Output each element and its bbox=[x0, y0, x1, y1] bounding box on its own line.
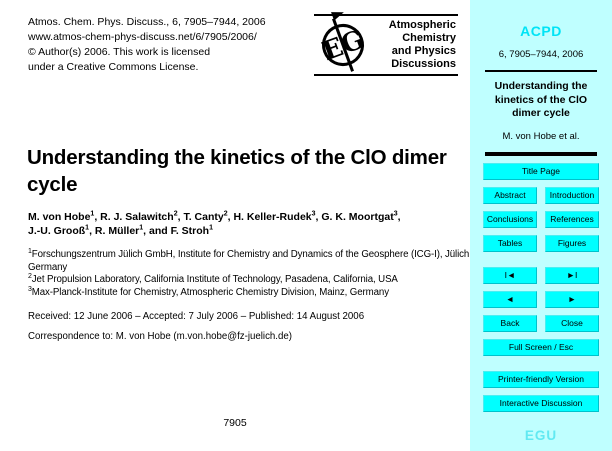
sidebar-button-row: Interactive Discussion bbox=[483, 394, 599, 412]
back-button[interactable]: Back bbox=[483, 314, 537, 332]
first-page-button[interactable]: I◄ bbox=[483, 266, 537, 284]
author-line: M. von Hobe1, R. J. Salawitch2, T. Canty… bbox=[28, 210, 401, 224]
navigation-sidebar: ACPD 6, 7905–7944, 2006 Understanding th… bbox=[470, 0, 612, 451]
previous-page-button[interactable]: ◄ bbox=[483, 290, 537, 308]
interactive-discussion-button[interactable]: Interactive Discussion bbox=[483, 394, 599, 412]
sidebar-button-panel: Title Page Abstract Introduction Conclusion… bbox=[470, 162, 612, 412]
author-list: M. von Hobe1, R. J. Salawitch2, T. Canty… bbox=[28, 210, 468, 238]
sidebar-button-row: Tables Figures bbox=[483, 234, 599, 252]
abstract-button[interactable]: Abstract bbox=[483, 186, 537, 204]
paper-title: Understanding the kinetics of the ClO di… bbox=[27, 146, 447, 196]
sidebar-divider-thick bbox=[485, 151, 597, 156]
sidebar-button-row: I◄ ►I bbox=[483, 266, 599, 284]
sidebar-button-row: Back Close bbox=[483, 314, 599, 332]
sidebar-paper-title: Understanding the kinetics of the ClO di… bbox=[494, 80, 588, 119]
egu-globe-logo: EG bbox=[318, 12, 368, 72]
next-page-button[interactable]: ► bbox=[545, 290, 599, 308]
journal-name: Atmospheric Chemistry and Physics Discus… bbox=[389, 19, 456, 71]
sidebar-button-row: ◄ ► bbox=[483, 290, 599, 308]
journal-name-line: Atmospheric bbox=[388, 19, 456, 31]
journal-citation-line: Atmos. Chem. Phys. Discuss., 6, 7905–794… bbox=[28, 16, 266, 28]
received-dates: Received: 12 June 2006 – Accepted: 7 Jul… bbox=[28, 311, 365, 322]
journal-name-line: Discussions bbox=[391, 58, 456, 70]
sidebar-button-row: Printer-friendly Version bbox=[483, 370, 599, 388]
page-number: 7905 bbox=[223, 417, 247, 429]
license-line-1: © Author(s) 2006. This work is licensed bbox=[28, 46, 211, 58]
author-line: J.-U. Grooß1, R. Müller1, and F. Stroh1 bbox=[28, 224, 213, 238]
sidebar-divider bbox=[485, 70, 597, 72]
svg-text:EG: EG bbox=[318, 25, 368, 68]
correspondence-line: Correspondence to: M. von Hobe (m.von.ho… bbox=[28, 331, 292, 342]
journal-banner: EG Atmospheric Chemistry and Physics Dis… bbox=[314, 12, 458, 76]
affiliation-line: 3Max-Planck-Institute for Chemistry, Atm… bbox=[28, 285, 389, 298]
journal-name-line: Chemistry bbox=[402, 32, 456, 44]
sidebar-button-row: Conclusions References bbox=[483, 210, 599, 228]
full-screen-button[interactable]: Full Screen / Esc bbox=[483, 338, 599, 356]
sidebar-button-row: Abstract Introduction bbox=[483, 186, 599, 204]
journal-url-line: www.atmos-chem-phys-discuss.net/6/7905/2… bbox=[28, 31, 257, 43]
sidebar-issue-line: 6, 7905–7944, 2006 bbox=[498, 49, 584, 60]
tables-button[interactable]: Tables bbox=[483, 234, 537, 252]
conclusions-button[interactable]: Conclusions bbox=[483, 210, 537, 228]
title-page-button[interactable]: Title Page bbox=[483, 162, 599, 180]
figures-button[interactable]: Figures bbox=[545, 234, 599, 252]
sidebar-button-row: Full Screen / Esc bbox=[483, 338, 599, 356]
egu-footer-label: EGU bbox=[524, 427, 558, 443]
close-button[interactable]: Close bbox=[545, 314, 599, 332]
affiliation-line: 1Forschungszentrum Jülich GmbH, Institut… bbox=[28, 247, 472, 273]
affiliation-line: 2Jet Propulsion Laboratory, California I… bbox=[28, 272, 398, 285]
printer-friendly-version-button[interactable]: Printer-friendly Version bbox=[483, 370, 599, 388]
sidebar-button-row: Title Page bbox=[483, 162, 599, 180]
last-page-button[interactable]: ►I bbox=[545, 266, 599, 284]
license-line-2: under a Creative Commons License. bbox=[28, 61, 199, 73]
introduction-button[interactable]: Introduction bbox=[545, 186, 599, 204]
journal-name-line: and Physics bbox=[391, 45, 456, 57]
publication-info: Atmos. Chem. Phys. Discuss., 6, 7905–794… bbox=[28, 15, 266, 75]
sidebar-paper-authors: M. von Hobe et al. bbox=[502, 130, 580, 142]
affiliation-list: 1Forschungszentrum Jülich GmbH, Institut… bbox=[28, 247, 473, 299]
references-button[interactable]: References bbox=[545, 210, 599, 228]
journal-abbreviation: ACPD bbox=[520, 23, 562, 39]
